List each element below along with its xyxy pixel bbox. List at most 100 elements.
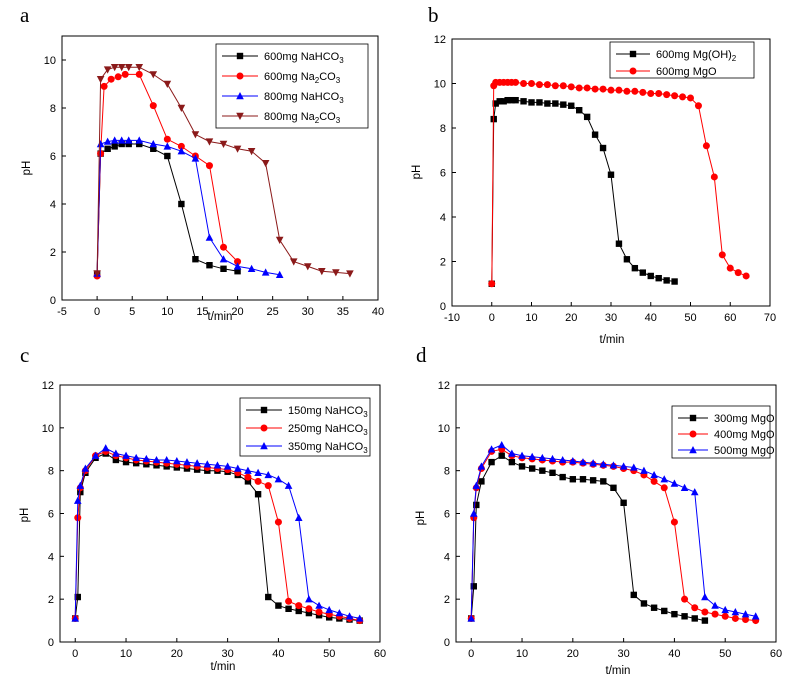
data-point-c-3 [112, 449, 120, 457]
data-point-c-3 [73, 496, 82, 504]
x-axis-title-a: t/min [208, 311, 233, 323]
data-point-b-2 [702, 142, 710, 150]
data-point-a-4 [289, 258, 298, 266]
data-point-b-2 [679, 93, 687, 101]
data-point-b-2 [551, 82, 559, 90]
data-point-c-3 [81, 464, 90, 472]
data-point-a-2 [107, 75, 115, 83]
series-d-1 [468, 452, 709, 624]
x-tick-label-a: 5 [129, 306, 135, 318]
data-point-a-4 [117, 64, 126, 72]
data-point-d-3 [701, 593, 709, 601]
data-point-c-3 [162, 455, 171, 464]
data-point-b-1 [536, 99, 543, 106]
y-tick-label-a: 4 [50, 199, 56, 211]
data-point-a-2 [135, 70, 143, 78]
legend-label-d-3: 500mg MgO [714, 445, 775, 457]
x-tick-label-b: 50 [684, 312, 696, 324]
data-point-b-1 [528, 99, 535, 106]
data-point-a-1 [234, 268, 241, 275]
series-layer-c [71, 444, 364, 625]
data-point-c-1 [112, 456, 120, 464]
data-point-d-2 [731, 614, 739, 622]
data-point-a-4 [191, 131, 200, 139]
x-tick-label-b: 40 [645, 312, 657, 324]
data-point-c-3 [203, 460, 212, 468]
data-point-d-3 [690, 488, 699, 496]
x-tick-label-a: 10 [161, 306, 173, 318]
x-tick-label-d: 10 [516, 648, 528, 660]
data-point-d-3 [518, 451, 526, 459]
series-layer-a [93, 64, 354, 280]
data-point-c-3 [152, 455, 161, 464]
data-point-a-2 [100, 82, 108, 90]
data-point-c-2 [295, 602, 303, 610]
x-tick-label-d: 50 [719, 648, 731, 660]
data-point-c-1 [122, 458, 130, 466]
legend-marker-d-2 [689, 430, 697, 438]
series-b-1 [488, 96, 678, 287]
y-tick-label-b: 4 [440, 212, 446, 224]
data-point-c-3 [173, 457, 181, 465]
data-point-a-4 [219, 140, 228, 148]
data-point-d-3 [589, 459, 597, 467]
x-tick-label-a: 15 [196, 306, 208, 318]
legend-marker-a-1 [236, 52, 244, 60]
x-axis-title-d: t/min [606, 665, 631, 677]
y-tick-label-a: 10 [44, 55, 56, 67]
legend-label-b-1: 600mg Mg(OH)2 [656, 49, 737, 63]
data-point-c-3 [101, 444, 110, 452]
data-point-c-1 [285, 605, 292, 613]
y-tick-label-c: 4 [48, 551, 54, 563]
legend-a: 600mg NaHCO3 600mg Na2CO3 800mg NaHCO3 800m… [215, 43, 369, 129]
data-point-a-2 [121, 70, 129, 78]
plot-frame-a [61, 35, 379, 301]
data-point-a-3 [261, 268, 270, 276]
y-axis-title-d: pH [415, 511, 427, 526]
data-point-c-2 [254, 477, 262, 485]
data-point-b-2 [742, 272, 750, 280]
data-point-b-1 [647, 272, 654, 280]
data-point-d-1 [508, 458, 516, 466]
data-point-a-1 [104, 145, 111, 152]
x-tick-label-a: 30 [302, 306, 314, 318]
y-tick-label-c: 10 [42, 423, 54, 435]
legend-c: 150mg NaHCO3 250mg NaHCO3 350mg NaHCO3 [239, 397, 371, 457]
data-point-b-2 [694, 102, 702, 110]
x-tick-label-a: 0 [94, 306, 100, 318]
data-point-c-1 [305, 609, 313, 617]
data-point-a-1 [206, 262, 213, 269]
x-axis-title-c: t/min [211, 661, 236, 673]
series-d-2 [467, 445, 760, 625]
data-point-a-4 [318, 268, 326, 276]
data-point-b-1 [576, 107, 583, 114]
ticks-d: 0 10 20 30 40 50 60 0 2 4 6 8 10 12 [438, 380, 782, 660]
series-line-d-3 [470, 444, 756, 619]
data-point-a-3 [247, 264, 256, 272]
data-point-a-3 [163, 142, 172, 150]
data-point-a-4 [247, 148, 256, 156]
data-point-c-3 [335, 609, 344, 617]
data-point-d-2 [701, 608, 709, 616]
data-point-a-1 [111, 143, 118, 150]
legend-label-b-2: 600mg MgO [656, 66, 717, 78]
data-point-a-3 [110, 136, 119, 144]
series-c-1 [72, 450, 363, 624]
data-point-a-3 [103, 137, 112, 145]
data-point-c-3 [183, 458, 191, 466]
data-point-a-2 [149, 102, 157, 110]
data-point-a-1 [136, 140, 143, 148]
data-point-d-1 [600, 478, 607, 485]
x-tick-label-a: 40 [372, 306, 384, 318]
data-point-a-4 [275, 236, 284, 244]
data-point-c-1 [275, 602, 282, 609]
data-point-a-4 [303, 263, 312, 271]
data-point-a-3 [233, 262, 242, 270]
x-tick-label-a: 20 [231, 306, 243, 318]
data-point-d-2 [660, 484, 668, 492]
data-point-b-2 [607, 86, 615, 94]
y-axis-title-b: pH [411, 165, 423, 180]
data-point-d-2 [711, 610, 719, 618]
data-point-b-1 [500, 98, 507, 105]
data-point-d-1 [478, 478, 485, 485]
